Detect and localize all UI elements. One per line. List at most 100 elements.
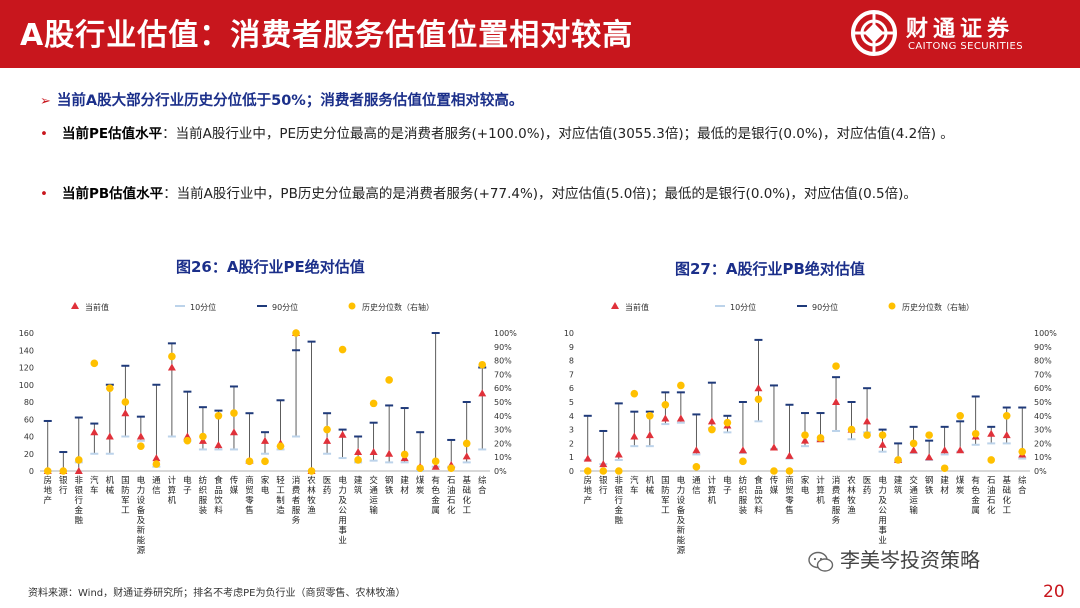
current-value-marker	[754, 384, 763, 392]
current-value-marker	[214, 441, 223, 449]
pe-text: ：当前A股行业中，PE历史分位最高的是消费者服务(+100.0%)，对应估值(3…	[162, 126, 954, 142]
percentile-dot	[816, 434, 825, 442]
bullet-dot-icon: •	[40, 186, 48, 202]
current-value-marker	[121, 409, 130, 417]
current-value-marker	[987, 429, 996, 437]
category-label: 轻工制造	[276, 475, 285, 516]
category-label: 食品饮料	[214, 475, 223, 516]
current-value-marker	[661, 414, 670, 422]
percentile-dot	[431, 457, 440, 466]
category-label: 电力及公用事业	[878, 475, 887, 546]
category-label: 计算机	[168, 475, 177, 506]
y-left-tick-label: 6	[569, 384, 574, 393]
y-right-tick-label: 70%	[1034, 370, 1052, 379]
category-label: 钢铁	[925, 475, 934, 496]
pb-text: ：当前A股行业中，PB历史分位最高的是消费者服务(+77.4%)，对应估值(5.…	[163, 186, 917, 202]
category-label: 计算机	[816, 475, 825, 506]
y-right-tick-label: 90%	[1034, 343, 1052, 352]
y-left-tick-label: 160	[19, 329, 34, 338]
category-label: 综合	[1018, 475, 1027, 496]
category-label: 银行	[59, 475, 68, 496]
current-value-marker	[692, 446, 701, 454]
y-right-tick-label: 70%	[494, 370, 512, 379]
percentile-dot	[956, 412, 964, 420]
y-right-tick-label: 50%	[1034, 398, 1052, 407]
y-left-tick-label: 7	[569, 370, 574, 379]
pe-valuation-chart: 当前值 10分位 90分位 历史分位数（右轴） 0 20 40 60 80 100 120 140 16…	[19, 302, 517, 556]
percentile-dot	[677, 381, 685, 390]
watermark-text: 李美岑投资策略	[840, 548, 980, 572]
percentile-dot	[90, 359, 99, 368]
current-value-marker	[863, 417, 872, 425]
y-right-tick-label: 0%	[1034, 467, 1047, 476]
current-value-marker	[738, 446, 747, 454]
category-label: 煤炭	[416, 475, 425, 496]
legend-item-2: 90分位	[257, 302, 298, 312]
category-label: 商贸零售	[785, 475, 794, 516]
y-left-tick-label: 20	[24, 450, 34, 459]
category-label: 电力及公用事业	[338, 475, 347, 546]
category-label: 医药	[863, 476, 872, 496]
y-left-tick-label: 100	[19, 381, 34, 390]
category-label: 国防军工	[121, 476, 130, 516]
current-value-marker	[136, 432, 145, 440]
y-right-tick-label: 30%	[1034, 426, 1052, 435]
current-value-marker	[90, 428, 99, 436]
category-label: 建筑	[354, 475, 363, 496]
logo-text-cn: 财通证券	[906, 17, 1015, 42]
category-label: 石油石化	[987, 476, 996, 516]
percentile-dot	[230, 409, 238, 417]
category-label: 农林牧渔	[847, 475, 856, 516]
legend-label: 10分位	[190, 302, 216, 312]
percentile-dot	[754, 395, 763, 404]
y-left-tick-label: 140	[19, 346, 34, 355]
percentile-dot	[385, 376, 393, 384]
percentile-dot	[261, 457, 269, 466]
current-value-marker	[583, 454, 592, 462]
current-value-marker	[1002, 431, 1011, 439]
current-value-marker	[385, 449, 394, 457]
category-label: 基础化工	[1002, 475, 1011, 516]
percentile-dot	[462, 439, 471, 448]
pe-chart-title: 图26：A股行业PE绝对估值	[176, 258, 365, 276]
legend-current-marker	[611, 302, 619, 309]
category-label: 机械	[106, 475, 115, 496]
category-label: 电子	[183, 475, 192, 496]
y-right-tick-label: 50%	[494, 398, 512, 407]
percentile-dot	[661, 400, 670, 409]
category-label: 钢铁	[385, 475, 394, 496]
company-logo: 财通证券 CAITONG SECURITIES	[850, 9, 1065, 59]
y-right-tick-label: 20%	[1034, 439, 1052, 448]
percentile-dot	[199, 432, 207, 441]
current-value-marker	[261, 436, 269, 444]
current-value-marker	[630, 432, 639, 440]
category-label: 汽车	[630, 475, 639, 496]
watermark: 李美岑投资策略	[808, 544, 980, 573]
bullet-dot-icon: •	[40, 126, 48, 142]
pb-chart-title: 图27：A股行业PB绝对估值	[675, 260, 865, 278]
legend-percentile-dot	[888, 302, 896, 310]
y-left-tick-label: 120	[19, 364, 34, 373]
y-left-tick-label: 60	[24, 415, 34, 424]
legend-item-3: 历史分位数（右轴）	[348, 302, 434, 312]
y-right-tick-label: 100%	[1034, 329, 1057, 338]
percentile-dot	[59, 467, 68, 475]
category-label: 计算机	[708, 475, 717, 506]
category-label: 银行	[599, 475, 608, 496]
summary-headline: ➢ 当前A股大部分行业历史分位低于50%；消费者服务估值位置相对较高。	[40, 89, 523, 110]
current-value-marker	[323, 436, 332, 444]
logo-mark-icon	[851, 10, 897, 56]
legend-item-0: 当前值	[611, 302, 649, 312]
y-left-tick-label: 4	[569, 412, 574, 421]
category-label: 电力设备及新能源	[677, 475, 686, 556]
percentile-dot	[137, 442, 145, 450]
category-label: 传媒	[230, 475, 239, 496]
category-label: 建材	[940, 475, 949, 496]
percentile-dot	[1002, 412, 1011, 420]
percentile-dot	[245, 457, 254, 466]
category-label: 交通运输	[909, 475, 918, 516]
percentile-dot	[583, 467, 592, 475]
percentile-dot	[323, 425, 331, 434]
category-label: 非银行金融	[615, 475, 624, 526]
current-value-marker	[769, 443, 778, 451]
